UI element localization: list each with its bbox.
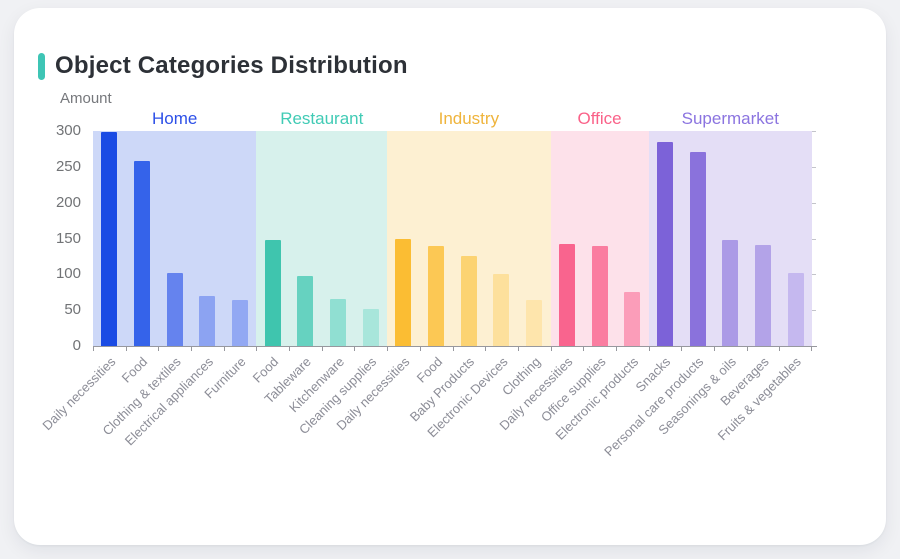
y-tick-label-150: 150 bbox=[55, 229, 81, 247]
x-axis-tick bbox=[811, 346, 812, 351]
y-axis-title: Amount bbox=[60, 90, 112, 107]
x-axis-tick bbox=[452, 346, 454, 351]
right-axis-tick bbox=[812, 310, 816, 312]
bar-office-office-supplies[interactable] bbox=[591, 246, 608, 346]
right-axis-tick bbox=[812, 166, 816, 168]
chart-card: Object Categories Distribution Amount Ho… bbox=[14, 8, 886, 545]
x-axis-tick bbox=[321, 346, 323, 351]
x-axis-tick bbox=[387, 346, 389, 351]
bar-home-furniture[interactable] bbox=[232, 300, 249, 346]
x-axis-tick bbox=[191, 346, 193, 351]
group-bars-home bbox=[93, 131, 256, 346]
right-axis-tick bbox=[812, 131, 816, 132]
bar-supermarket-beverages[interactable] bbox=[754, 244, 771, 346]
x-axis-tick bbox=[517, 346, 519, 351]
x-axis-tick bbox=[648, 346, 650, 351]
group-label-industry: Industry bbox=[438, 109, 500, 128]
bar-home-food[interactable] bbox=[134, 161, 150, 346]
bar-industry-clothing[interactable] bbox=[526, 300, 543, 346]
right-axis-tick bbox=[812, 202, 816, 204]
bar-industry-food[interactable] bbox=[428, 246, 445, 346]
x-axis-tick bbox=[746, 346, 748, 351]
bar-office-electronic-products[interactable] bbox=[624, 291, 641, 346]
x-axis-line bbox=[93, 346, 817, 347]
y-tick-label-0: 0 bbox=[72, 337, 81, 354]
group-band-supermarket: Supermarket bbox=[648, 109, 812, 346]
x-axis-tick bbox=[354, 346, 356, 351]
group-bars-restaurant bbox=[256, 131, 387, 346]
bar-home-clothing-textiles[interactable] bbox=[166, 272, 183, 346]
group-band-home: Home bbox=[93, 109, 257, 346]
x-axis-tick bbox=[583, 346, 585, 351]
group-band-restaurant: Restaurant bbox=[256, 109, 388, 346]
bar-restaurant-cleaning-supplies[interactable] bbox=[362, 309, 379, 346]
x-axis-tick bbox=[779, 346, 781, 351]
bar-supermarket-seasonings-oils[interactable] bbox=[722, 239, 739, 346]
group-band-industry: Industry bbox=[387, 109, 551, 346]
bar-restaurant-tableware[interactable] bbox=[297, 276, 314, 346]
card-header: Object Categories Distribution bbox=[38, 52, 408, 80]
bar-supermarket-snacks[interactable] bbox=[656, 141, 673, 346]
title-accent-bar bbox=[38, 52, 45, 80]
bar-industry-electronic-devices[interactable] bbox=[493, 274, 510, 346]
y-tick-label-100: 100 bbox=[55, 265, 81, 283]
x-axis-tick bbox=[256, 346, 258, 351]
group-bars-office bbox=[551, 131, 649, 346]
x-axis-tick bbox=[158, 346, 160, 351]
bar-industry-baby-products[interactable] bbox=[460, 255, 477, 346]
x-axis-tick bbox=[713, 346, 715, 351]
y-tick-label-250: 250 bbox=[55, 157, 81, 175]
x-axis-tick bbox=[223, 346, 225, 351]
chart-title: Object Categories Distribution bbox=[55, 52, 408, 79]
group-label-restaurant: Restaurant bbox=[280, 109, 364, 128]
group-bars-supermarket bbox=[649, 131, 812, 346]
bar-office-daily-necessities[interactable] bbox=[558, 244, 575, 346]
bar-supermarket-personal-care-products[interactable] bbox=[689, 151, 706, 346]
group-band-office: Office bbox=[550, 109, 649, 346]
y-tick-label-300: 300 bbox=[55, 122, 81, 139]
x-axis-tick bbox=[93, 346, 94, 351]
x-axis-tick bbox=[289, 346, 291, 351]
bar-supermarket-fruits-vegetables[interactable] bbox=[787, 272, 804, 346]
group-bars-industry bbox=[387, 131, 550, 346]
bar-home-electrical-appliances[interactable] bbox=[199, 295, 216, 346]
x-axis-tick bbox=[550, 346, 552, 351]
right-axis-tick bbox=[812, 238, 816, 240]
bar-restaurant-kitchenware[interactable] bbox=[330, 299, 347, 346]
right-axis-tick bbox=[812, 274, 816, 276]
x-axis-tick bbox=[125, 346, 127, 351]
group-label-supermarket: Supermarket bbox=[681, 109, 779, 128]
y-tick-label-50: 50 bbox=[64, 301, 81, 319]
bar-home-daily-necessities[interactable] bbox=[101, 132, 118, 346]
x-axis-tick bbox=[681, 346, 683, 351]
bar-industry-daily-necessities[interactable] bbox=[395, 238, 412, 346]
x-axis-tick bbox=[615, 346, 617, 351]
x-axis-tick bbox=[485, 346, 487, 351]
group-label-home: Home bbox=[152, 109, 198, 128]
bar-restaurant-food[interactable] bbox=[264, 239, 281, 346]
group-label-office: Office bbox=[577, 109, 622, 128]
x-axis-tick bbox=[419, 346, 421, 351]
y-tick-label-200: 200 bbox=[55, 193, 81, 211]
plot-area: Home Restaurant Industry Office Supermarket 0… bbox=[39, 109, 817, 459]
